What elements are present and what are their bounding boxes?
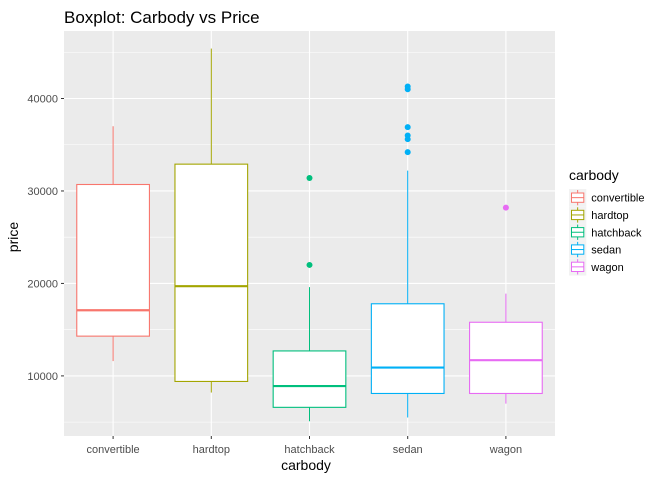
x-tick-label: hatchback [284,444,335,456]
box-iqr [174,163,249,382]
x-tick-label: convertible [86,444,139,456]
box-iqr [76,183,150,337]
outlier-point [306,175,313,182]
legend-label: convertible [591,193,644,205]
box-sedan [370,83,445,418]
box-wagon [469,204,543,404]
legend-item-sedan: sedan [569,240,621,259]
box-hatchback [272,175,347,422]
legend-item-wagon: wagon [569,258,624,276]
legend-label: wagon [590,262,623,274]
legend-label: hardtop [591,210,628,222]
legend-label: sedan [591,245,621,257]
box-iqr [370,303,445,395]
outlier-point [404,124,411,131]
legend-title: carbody [569,167,619,183]
outlier-point [404,83,411,90]
box-hardtop [174,48,249,393]
box-convertible [76,126,150,362]
x-tick-label: wagon [489,444,522,456]
chart-title: Boxplot: Carbody vs Price [64,8,260,27]
legend-item-convertible: convertible [569,189,645,207]
y-axis-label: price [5,222,21,253]
y-tick-label: 30000 [27,186,58,198]
outlier-point [502,204,509,211]
y-tick-label: 40000 [27,94,58,106]
outlier-point [404,132,411,139]
outlier-point [404,149,411,156]
legend-item-hardtop: hardtop [569,206,629,224]
legend-label: hatchback [591,227,642,239]
outlier-point [306,261,313,268]
x-axis-label: carbody [281,457,331,473]
y-tick-label: 10000 [27,371,58,383]
box-iqr [272,350,347,408]
x-tick-label: sedan [393,444,423,456]
y-tick-label: 20000 [27,278,58,290]
box-iqr [469,321,543,395]
x-tick-label: hardtop [193,444,230,456]
legend-item-hatchback: hatchback [569,223,642,241]
